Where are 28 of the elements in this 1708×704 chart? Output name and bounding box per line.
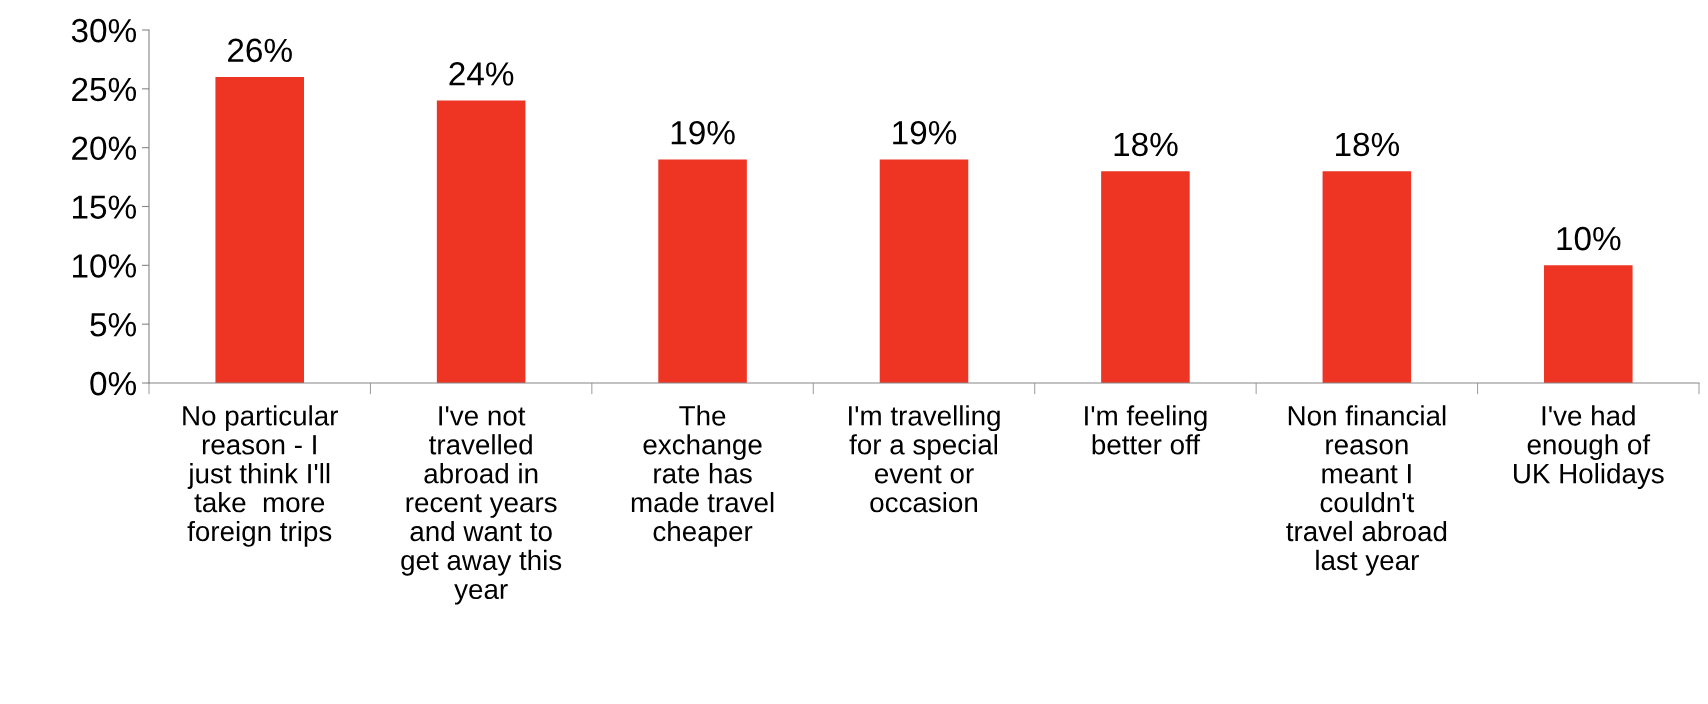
- data-label: 18%: [1114, 132, 1178, 157]
- x-tick-label: Non financial reason meant I couldn't travel abroad last year: [1286, 405, 1447, 576]
- y-tick-label: 0%: [90, 371, 137, 396]
- bar: [1101, 171, 1190, 383]
- bar: [215, 77, 304, 383]
- data-label: 19%: [671, 120, 735, 145]
- y-tick-label: 10%: [73, 254, 137, 278]
- data-label: 26%: [228, 38, 292, 63]
- data-label: 18%: [1336, 132, 1400, 157]
- x-tick-label: I'm travelling for a special event or occasion: [849, 405, 1000, 513]
- y-tick-label: 30%: [71, 18, 137, 43]
- data-label: 24%: [449, 62, 514, 86]
- y-tick-label: 20%: [72, 136, 137, 161]
- y-tick-label: 15%: [73, 195, 137, 219]
- y-tick-label: 25%: [72, 77, 137, 102]
- x-tick-label: I'm feeling better off: [1085, 405, 1207, 455]
- x-tick-label: I've had enough of UK Holidays: [1514, 405, 1664, 489]
- x-tick-label: No particular reason - I just think I'll take more foreign trips: [183, 405, 338, 547]
- x-tick-label: The exchange rate has made travel cheaper: [631, 405, 774, 547]
- bar: [658, 159, 747, 383]
- data-label: 19%: [893, 120, 957, 145]
- bar: [1544, 265, 1633, 383]
- bar: [1322, 171, 1412, 383]
- bar: [879, 159, 969, 383]
- x-tick-label: I've not travelled abroad in recent years and want to get away this year: [401, 406, 562, 605]
- bar: [436, 100, 526, 383]
- data-label: 10%: [1557, 226, 1621, 251]
- y-tick-label: 5%: [90, 313, 137, 337]
